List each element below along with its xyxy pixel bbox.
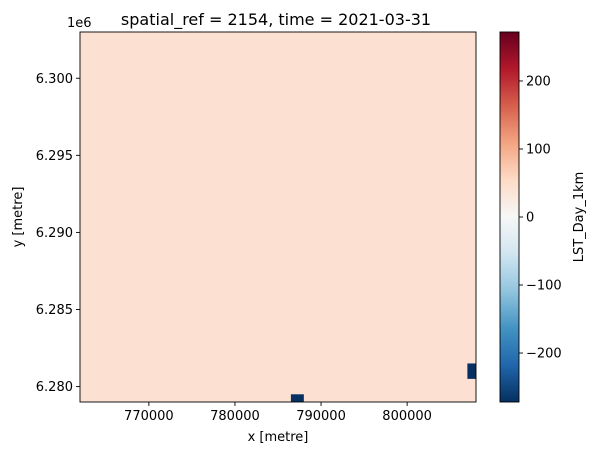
x-tick-label: 800000 [382,409,432,424]
y-tick-label: 6.280 [36,380,73,395]
heatmap-cell-0 [290,394,304,402]
colorbar-label: LST_Day_1km [572,172,587,263]
y-tick-label: 6.285 [36,303,73,318]
x-axis-title: x [metre] [248,430,309,445]
heatmap-patches [290,363,476,402]
colorbar: −200 −100 0 100 200 LST_Day_1km [499,31,587,403]
colorbar-tick-label: −200 [526,347,562,362]
plot-area [79,31,477,403]
x-tick-label: 770000 [124,409,174,424]
plot-frame [79,31,477,403]
x-tick-label: 780000 [210,409,260,424]
heatmap-background [80,32,476,402]
y-axis-ticks: 6.280 6.285 6.290 6.295 6.300 [36,72,80,395]
colorbar-tick-label: 100 [526,142,551,157]
colorbar-tick-label: −100 [526,279,562,294]
colorbar-tick-label: 0 [526,211,534,226]
y-tick-label: 6.295 [36,149,73,164]
x-axis-ticks: 770000 780000 790000 800000 [124,402,432,424]
colorbar-gradient [499,31,520,403]
y-axis-title: y [metre] [11,187,26,248]
y-tick-label: 6.300 [36,72,73,87]
colorbar-ticks: −200 −100 0 100 200 [519,74,562,362]
chart-title: spatial_ref = 2154, time = 2021-03-31 [121,10,431,30]
x-tick-label: 790000 [296,409,346,424]
colorbar-tick-label: 200 [526,74,551,89]
y-offset-label: 1e6 [67,16,92,31]
y-tick-label: 6.290 [36,226,73,241]
heatmap-cell-1 [467,363,476,379]
